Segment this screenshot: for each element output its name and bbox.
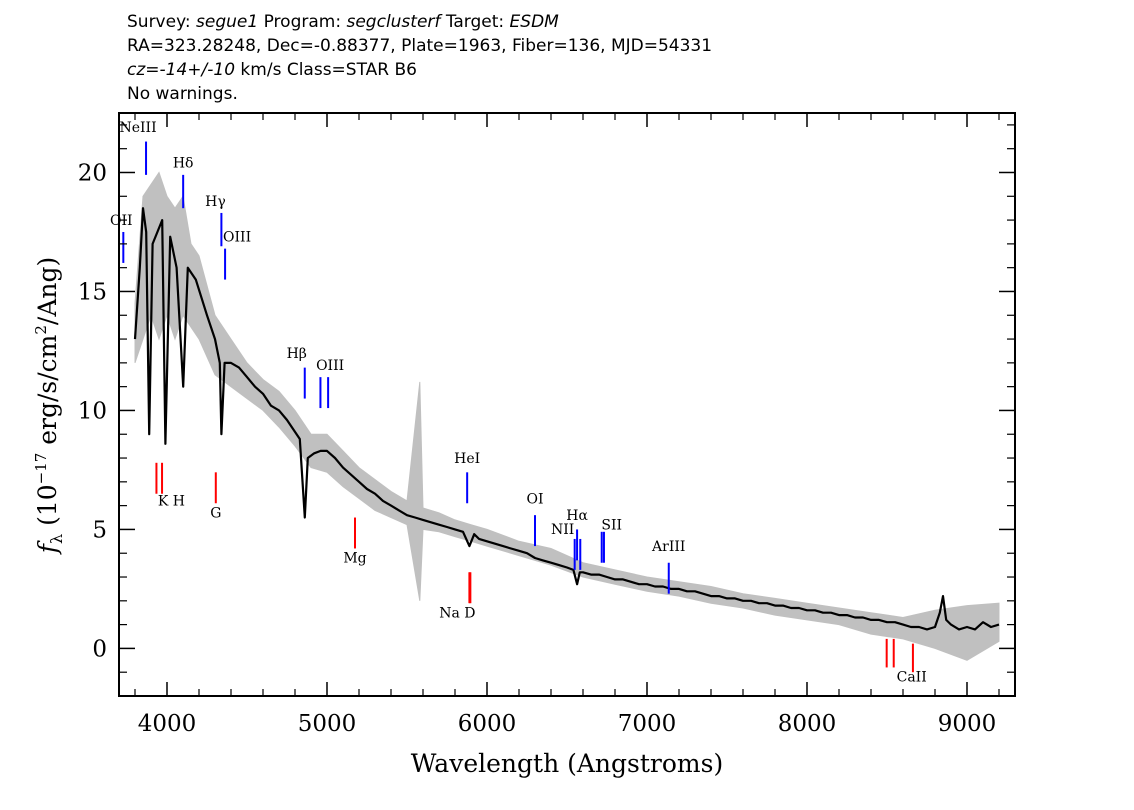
header-line-4: No warnings. [127, 84, 238, 104]
line-label-caii: CaII [897, 670, 927, 686]
x-tick-label: 6000 [458, 711, 517, 737]
cz-value: cz=-14+/-10 [127, 60, 236, 80]
line-label-oiii_b: OIII [316, 358, 344, 374]
line-label-nad: Na D [439, 605, 475, 621]
y-tick-label: 0 [92, 636, 107, 662]
line-label-hdelta: Hδ [173, 156, 194, 172]
program-label: Program: [263, 12, 342, 32]
line-label-g: G [210, 506, 221, 522]
spectrum-header: Survey: segue1 Program: segclusterf Targ… [127, 10, 712, 106]
y-tick-label: 10 [78, 398, 107, 424]
line-label-mg: Mg [343, 551, 366, 567]
header-line-3: cz=-14+/-10 km/s Class=STAR B6 [127, 58, 712, 82]
line-label-oii: OII [110, 213, 133, 229]
header-line-1: Survey: segue1 Program: segclusterf Targ… [127, 10, 712, 34]
y-tick-label: 5 [92, 517, 107, 543]
line-label-sii: SII [601, 517, 622, 533]
x-tick-label: 4000 [138, 711, 197, 737]
x-tick-label: 7000 [618, 711, 677, 737]
target-value: ESDM [509, 12, 559, 32]
survey-value: segue1 [196, 12, 259, 32]
target-label: Target: [445, 12, 505, 32]
y-tick-label: 15 [78, 279, 107, 305]
error-band-layer [134, 171, 1000, 661]
x-tick-label: 9000 [938, 711, 997, 737]
x-tick-label: 8000 [778, 711, 837, 737]
line-label-hbeta: Hβ [287, 346, 307, 362]
error-band [134, 171, 1000, 661]
y-tick-label: 20 [78, 160, 107, 186]
y-axis-title: fλ (10−17 erg/s/cm2/Ang) [32, 257, 66, 556]
flux-line [133, 207, 1000, 631]
x-axis-title: Wavelength (Angstroms) [411, 749, 723, 778]
line-label-hei: HeI [454, 451, 480, 467]
line-label-oiii_a: OIII [223, 229, 251, 245]
line-label-oi: OI [526, 491, 543, 507]
program-value: segclusterf [346, 12, 441, 32]
axis-ticks: 4000 5000 6000 7000 8000 9000 0 5 10 15 20 [78, 113, 1015, 737]
line-label-halpha: Hα [566, 508, 588, 524]
line-label-hgamma: Hγ [205, 194, 226, 210]
class-text: km/s Class=STAR B6 [235, 60, 417, 80]
line-label-neiii: NeIII [119, 120, 156, 136]
survey-label: Survey: [127, 12, 191, 32]
plot-frame [118, 112, 1016, 697]
flux-layer [133, 207, 1000, 631]
line-label-ariii: ArIII [651, 539, 685, 555]
header-line-2: RA=323.28248, Dec=-0.88377, Plate=1963, … [127, 36, 713, 56]
line-label-kh: K H [158, 494, 185, 510]
line-label-nii: NII [551, 522, 574, 538]
x-tick-label: 5000 [298, 711, 357, 737]
